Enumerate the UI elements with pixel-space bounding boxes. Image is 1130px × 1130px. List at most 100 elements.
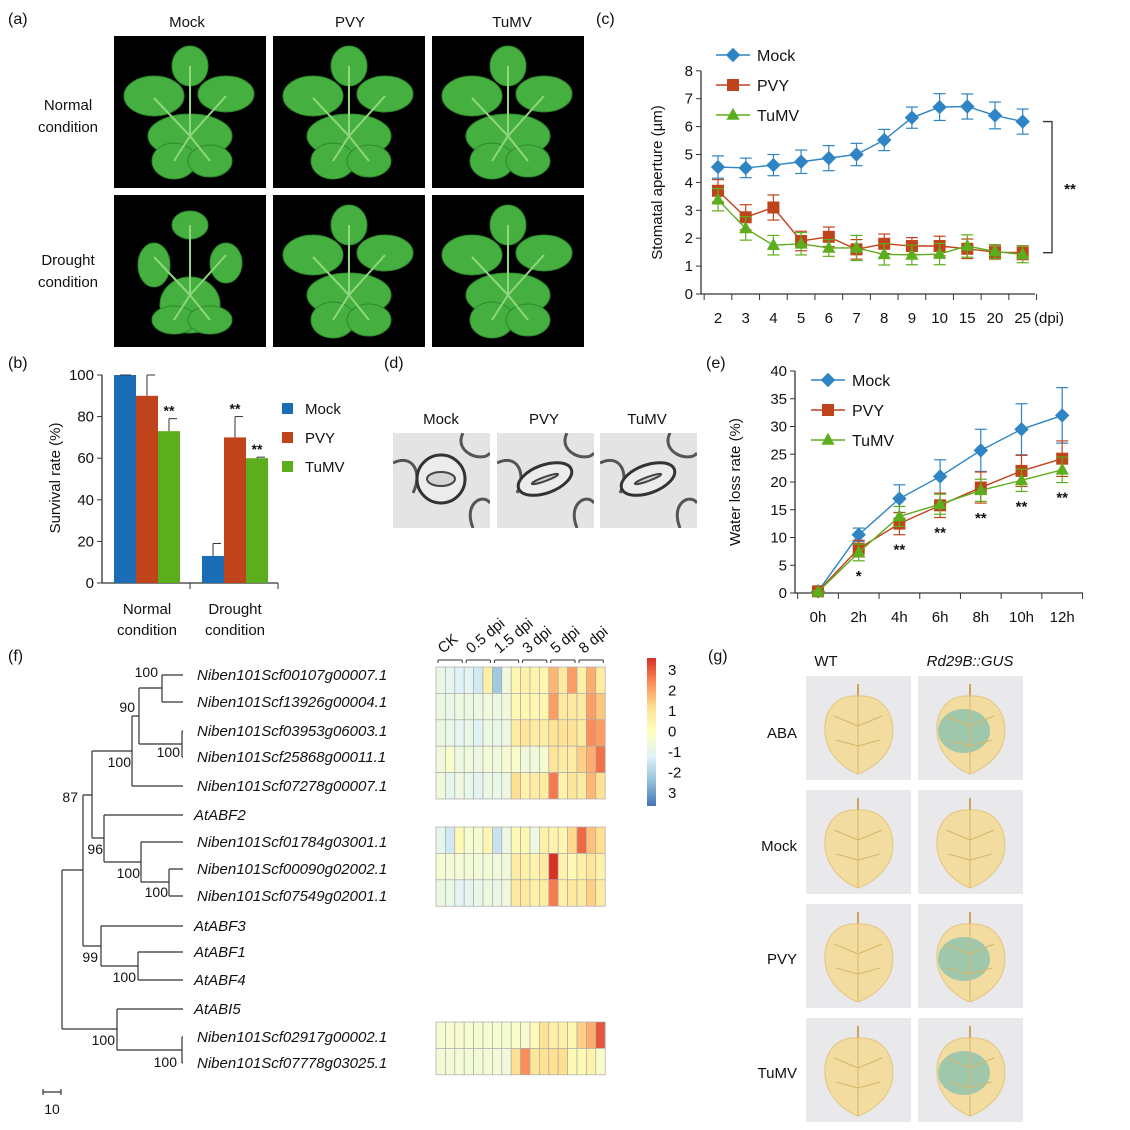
y-tick-label: 60 bbox=[77, 450, 94, 467]
heatmap-cell bbox=[576, 879, 587, 907]
heatmap-cell bbox=[445, 693, 456, 721]
heatmap-cell bbox=[529, 693, 540, 721]
heatmap-cell bbox=[473, 826, 484, 854]
heatmap-cell bbox=[463, 879, 474, 907]
x-tick-label: 10h bbox=[1009, 609, 1034, 626]
y-tick-label: 1 bbox=[685, 258, 693, 275]
stomata-header-tumv: TuMV bbox=[627, 411, 666, 428]
y-tick-label: 25 bbox=[770, 446, 787, 463]
data-point-mock bbox=[793, 154, 809, 169]
legend-marker-pvy bbox=[727, 79, 739, 91]
col-header-pvy: PVY bbox=[335, 14, 365, 31]
heatmap-cell bbox=[529, 719, 540, 747]
heatmap-cell bbox=[567, 745, 578, 773]
tree-leaf-label: AtABF3 bbox=[193, 918, 246, 935]
legend-label: PVY bbox=[852, 403, 884, 420]
heatmap-cell bbox=[567, 693, 578, 721]
heatmap-cell bbox=[567, 879, 578, 907]
significance-stars: * bbox=[856, 568, 862, 585]
leaf-photo-wt-1 bbox=[806, 790, 911, 894]
heatmap-cell bbox=[510, 1048, 521, 1076]
y-tick-label: 100 bbox=[69, 367, 94, 384]
heatmap-cell bbox=[520, 879, 531, 907]
heatmap-cell bbox=[492, 719, 503, 747]
gus-header-rd29b: Rd29B::GUS bbox=[927, 653, 1014, 670]
heatmap-cell bbox=[454, 693, 465, 721]
heatmap-cell bbox=[576, 1021, 587, 1049]
stomata-photo-0 bbox=[393, 433, 490, 528]
heatmap-cell bbox=[586, 772, 597, 800]
heatmap-cell bbox=[539, 1021, 550, 1049]
heatmap-cell bbox=[463, 826, 474, 854]
heatmap-cell bbox=[557, 693, 568, 721]
tree-leaf-label: Niben101Scf01784g03001.1 bbox=[197, 834, 387, 851]
heatmap-cell bbox=[529, 826, 540, 854]
heatmap-cell bbox=[435, 879, 446, 907]
heatmap-cell bbox=[482, 853, 493, 881]
heatmap-cell bbox=[510, 826, 521, 854]
heatmap-cell bbox=[510, 693, 521, 721]
heatmap-cell bbox=[492, 826, 503, 854]
heatmap-cell bbox=[454, 1048, 465, 1076]
data-point-tumv bbox=[892, 509, 906, 522]
heatmap-cell bbox=[463, 745, 474, 773]
x-tick-label: 4h bbox=[891, 609, 908, 626]
heatmap-cell bbox=[492, 772, 503, 800]
colorbar-label: 3 bbox=[668, 785, 676, 802]
heatmap-cell bbox=[454, 1021, 465, 1049]
panel-label-e: (e) bbox=[706, 355, 726, 372]
y-tick-label: 0 bbox=[86, 575, 94, 592]
tree-leaf-label: Niben101Scf07778g03025.1 bbox=[197, 1055, 387, 1072]
y-tick-label: 5 bbox=[779, 557, 787, 574]
significance-stars: ** bbox=[975, 510, 987, 527]
y-axis-label: Stomatal aperture (µm) bbox=[649, 105, 666, 260]
leaf-icon bbox=[936, 798, 1006, 889]
heatmap-cell bbox=[520, 719, 531, 747]
data-point-tumv bbox=[852, 545, 866, 558]
significance-stars: ** bbox=[164, 403, 175, 419]
y-tick-label: 0 bbox=[779, 585, 787, 602]
heatmap-cell bbox=[510, 1021, 521, 1049]
tree-scale-label: 10 bbox=[44, 1101, 60, 1117]
data-point-tumv bbox=[849, 240, 864, 253]
data-point-mock bbox=[877, 132, 892, 148]
heatmap-cell bbox=[492, 1021, 503, 1049]
heatmap-cell bbox=[539, 719, 550, 747]
gus-row-aba: ABA bbox=[767, 725, 797, 742]
heatmap-cell bbox=[595, 826, 606, 854]
plant-photo-drought-1 bbox=[273, 195, 425, 347]
heatmap-cell bbox=[445, 719, 456, 747]
tree-leaf-label: AtABF4 bbox=[193, 972, 246, 989]
column-group-label: 8 dpi bbox=[576, 623, 612, 657]
heatmap-cell bbox=[576, 853, 587, 881]
data-point-pvy bbox=[767, 201, 780, 214]
tree-leaf-label: Niben101Scf07278g00007.1 bbox=[197, 778, 387, 795]
column-group-label: 5 dpi bbox=[547, 623, 583, 657]
category-label: condition bbox=[117, 622, 177, 639]
heatmap-cell bbox=[454, 879, 465, 907]
significance-stars: ** bbox=[252, 441, 263, 457]
leaf-photo-gus-3 bbox=[918, 1018, 1023, 1122]
heatmap-cell bbox=[510, 745, 521, 773]
heatmap-cell bbox=[539, 693, 550, 721]
panel-label-a: (a) bbox=[8, 11, 28, 28]
heatmap-cell bbox=[454, 666, 465, 694]
data-point-tumv bbox=[1014, 473, 1029, 486]
heatmap-cell bbox=[548, 666, 559, 694]
x-tick-label: 6h bbox=[932, 609, 949, 626]
heatmap-cell bbox=[492, 745, 503, 773]
heatmap-cell bbox=[595, 1021, 606, 1049]
heatmap-cell bbox=[482, 879, 493, 907]
heatmap-cell bbox=[473, 745, 484, 773]
y-tick-label: 40 bbox=[770, 363, 787, 380]
legend-label: TuMV bbox=[305, 459, 344, 476]
heatmap-cell bbox=[576, 1048, 587, 1076]
gus-row-tumv: TuMV bbox=[758, 1065, 797, 1082]
heatmap-cell bbox=[501, 853, 512, 881]
leaf-icon bbox=[936, 684, 1006, 775]
data-point-tumv bbox=[811, 584, 825, 597]
panel-label-f: (f) bbox=[8, 648, 23, 665]
data-point-tumv bbox=[822, 240, 836, 253]
heatmap-cell bbox=[435, 772, 446, 800]
